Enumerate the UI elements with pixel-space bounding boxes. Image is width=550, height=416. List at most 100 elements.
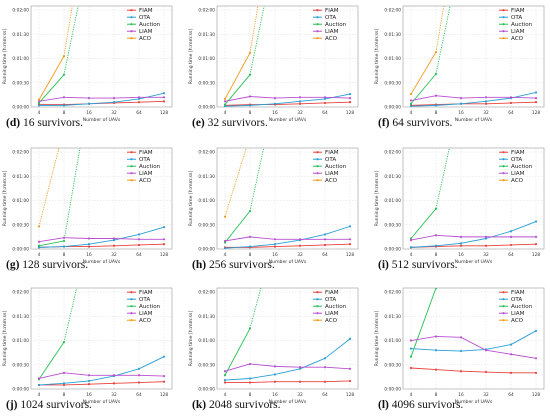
- x-tick-label: 4: [410, 110, 413, 116]
- plot-area: [216, 147, 359, 250]
- data-point: [273, 245, 277, 248]
- series-line-segment: [63, 383, 90, 386]
- x-tick-label: 32: [297, 110, 303, 116]
- x-tick-label: 64: [136, 252, 142, 258]
- y-tick-label: 0:02:00: [198, 150, 215, 156]
- legend-marker: [130, 319, 133, 322]
- series-line-segment: [249, 148, 265, 212]
- data-point: [87, 237, 91, 240]
- data-point: [248, 377, 252, 380]
- data-point: [223, 105, 227, 107]
- series-line-segment: [249, 381, 276, 383]
- data-point: [223, 215, 227, 218]
- data-point: [434, 244, 438, 247]
- legend-label: OTA: [511, 157, 522, 163]
- plot-area: [216, 5, 359, 108]
- y-axis-label: Running time [h:mm:ss]: [374, 311, 380, 367]
- x-tick-label: 4: [38, 252, 41, 258]
- data-point: [223, 247, 227, 249]
- data-point: [248, 235, 252, 238]
- series-line-segment: [88, 245, 115, 248]
- series-line-segment: [510, 353, 537, 359]
- legend-label: ACO: [325, 36, 338, 42]
- legend-marker: [130, 23, 133, 26]
- data-point: [534, 243, 538, 246]
- panel-caption-letter: (l): [378, 399, 389, 411]
- series-layer: [37, 6, 166, 107]
- series-line-segment: [88, 375, 115, 382]
- series-line-segment: [410, 336, 437, 341]
- x-tick-label: 8: [249, 392, 252, 398]
- y-tick-label: 0:01:30: [12, 314, 29, 320]
- series-line-segment: [224, 104, 251, 106]
- legend-marker: [316, 172, 319, 175]
- legend-label: FIAM: [139, 8, 153, 14]
- series-layer: [409, 6, 538, 107]
- legend-label: OTA: [139, 157, 150, 163]
- panel-caption-text: 64 survivors.: [390, 117, 453, 129]
- y-tick-label: 0:00:30: [384, 222, 401, 228]
- data-point: [87, 383, 91, 386]
- data-point: [434, 50, 438, 54]
- legend-marker: [502, 37, 505, 40]
- data-point: [434, 104, 438, 107]
- y-tick-label: 0:02:00: [384, 8, 401, 14]
- data-point: [62, 104, 66, 107]
- data-point: [323, 380, 327, 383]
- x-tick-label: 8: [435, 252, 438, 258]
- series-line-segment: [138, 381, 165, 383]
- data-point: [62, 96, 66, 99]
- panel-caption-letter: (i): [378, 259, 389, 271]
- y-tick-label: 0:02:00: [12, 290, 29, 296]
- data-point: [348, 238, 352, 241]
- series-line-segment: [113, 238, 140, 240]
- legend-label: ACO: [139, 318, 152, 324]
- data-point: [323, 357, 327, 360]
- panel-caption-letter: (j): [6, 399, 18, 411]
- legend-label: FIAM: [511, 8, 525, 14]
- x-axis-label: Number of UAVs: [455, 399, 493, 405]
- data-point: [87, 379, 91, 383]
- legend-marker: [502, 151, 505, 154]
- legend-marker: [502, 291, 505, 294]
- x-tick-label: 128: [346, 110, 354, 116]
- data-point: [248, 362, 252, 366]
- chart-panel: 0:00:00 0:00:30 0:01:00 0:01:30 0:02:00 4 8 16 3…: [2, 287, 173, 411]
- data-point: [137, 243, 141, 247]
- data-point: [273, 238, 277, 241]
- data-point: [323, 101, 327, 105]
- series-line-segment: [38, 246, 65, 248]
- series-line-segment: [410, 95, 437, 101]
- series-line-segment: [113, 98, 140, 103]
- chart-panel: 0:00:00 0:00:30 0:01:00 0:01:30 0:02:00 4 8 16 3…: [374, 5, 545, 129]
- data-point: [248, 245, 252, 248]
- series-line-segment: [63, 148, 81, 241]
- y-tick-label: 0:01:00: [384, 198, 401, 204]
- data-point: [162, 380, 166, 383]
- series-line-segment: [88, 239, 115, 245]
- chart-panel: 0:00:00 0:00:30 0:01:00 0:01:30 0:02:00 4 8 16 3…: [2, 5, 173, 129]
- series-line-segment: [274, 96, 301, 99]
- data-point: [248, 95, 252, 98]
- series-line-segment: [460, 96, 487, 99]
- y-axis-label: Running time [h:mm:ss]: [188, 311, 194, 367]
- data-point: [434, 349, 438, 352]
- y-tick-label: 0:02:00: [12, 8, 29, 14]
- series-line-segment: [435, 369, 462, 372]
- y-tick-label: 0:00:00: [12, 105, 29, 111]
- series-line-segment: [138, 100, 165, 103]
- panel-caption-letter: (d): [6, 117, 20, 129]
- series-line-segment: [485, 244, 512, 247]
- data-point: [323, 238, 327, 241]
- data-point: [273, 380, 277, 383]
- data-point: [87, 374, 91, 377]
- series-line-segment: [324, 96, 351, 99]
- series-line-segment: [435, 6, 445, 53]
- series-line-segment: [138, 374, 165, 377]
- legend-marker: [316, 291, 319, 294]
- data-point: [162, 92, 166, 95]
- x-tick-label: 32: [483, 252, 489, 258]
- legend-marker: [316, 16, 319, 19]
